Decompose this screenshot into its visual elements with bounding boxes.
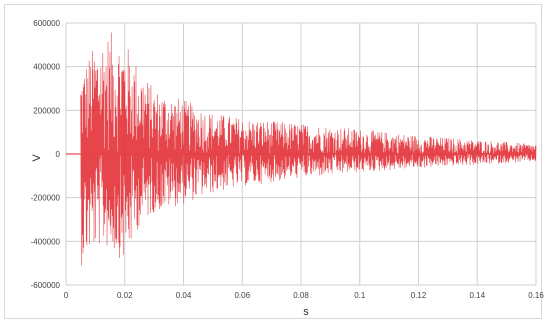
signal-series-line <box>80 32 537 266</box>
y-tick-label: 400000 <box>33 63 60 72</box>
y-tick-label: 200000 <box>33 106 60 115</box>
x-tick-label: 0.04 <box>176 291 192 300</box>
x-axis-ticks: 0 0.02 0.04 0.06 0.08 0.1 0.12 0.14 0.16 <box>64 291 545 300</box>
y-axis-label: V <box>31 154 43 162</box>
x-tick-label: 0.08 <box>293 291 309 300</box>
x-tick-label: 0.16 <box>528 291 544 300</box>
y-tick-label: -600000 <box>31 281 61 290</box>
x-tick-label: 0.02 <box>117 291 133 300</box>
x-tick-label: 0.14 <box>469 291 485 300</box>
x-tick-label: 0.1 <box>354 291 366 300</box>
y-tick-label: -200000 <box>31 194 61 203</box>
x-tick-label: 0.12 <box>411 291 427 300</box>
x-tick-label: 0.06 <box>234 291 250 300</box>
x-axis-label: s <box>303 306 309 318</box>
y-tick-label: -400000 <box>31 237 61 246</box>
x-tick-label: 0 <box>64 291 69 300</box>
plot-area <box>66 32 537 266</box>
y-tick-label: 0 <box>56 150 61 159</box>
y-axis-ticks: 600000 400000 200000 0 -200000 -400000 -600000 <box>31 19 61 290</box>
y-tick-label: 600000 <box>33 19 60 28</box>
